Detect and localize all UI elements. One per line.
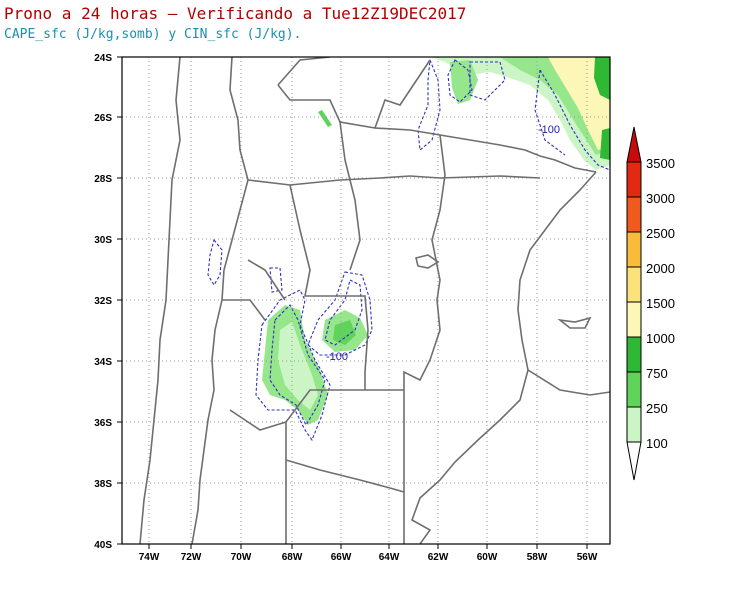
lon-tick-label: 64W [379, 552, 400, 563]
coast-river-plate [557, 316, 592, 329]
border-paraguay [374, 127, 597, 173]
coast-atlantic [411, 369, 610, 544]
colorbar-segment [626, 301, 642, 338]
lon-tick-label: 68W [282, 552, 303, 563]
colorbar-label: 2000 [646, 261, 675, 276]
latitude-labels: 24S 26S 28S 30S 32S 34S 36S 38S 40S [94, 53, 112, 551]
map-boundaries [139, 57, 610, 544]
colorbar-segment [626, 231, 642, 268]
cin-label-northeast: -100 [538, 124, 560, 136]
lon-tick-label: 70W [231, 552, 252, 563]
lake-feature [415, 254, 440, 269]
lon-tick-label: 74W [139, 552, 160, 563]
lon-tick-label: 66W [331, 552, 352, 563]
lon-tick-label: 56W [577, 552, 598, 563]
cin-contour-north-2 [447, 59, 473, 103]
colorbar-label: 1500 [646, 296, 675, 311]
border-provinces [222, 121, 541, 544]
colorbar-label: 100 [646, 436, 668, 451]
lat-tick-label: 24S [94, 53, 112, 64]
cin-contour-west-2 [269, 267, 283, 293]
lon-tick-label: 62W [428, 552, 449, 563]
map-title: Prono a 24 horas — Verificando a Tue12Z1… [4, 4, 467, 23]
cape-shading [262, 57, 610, 425]
cape-region-west-central-inner [278, 322, 318, 410]
colorbar-segment [626, 406, 642, 443]
coast-pacific [139, 57, 181, 544]
lon-tick-label: 60W [477, 552, 498, 563]
lat-tick-label: 28S [94, 174, 112, 185]
colorbar-top-triangle [626, 126, 642, 163]
colorbar-label: 750 [646, 366, 668, 381]
cin-contour-west-central [255, 289, 331, 442]
cin-contour-north-3 [469, 61, 506, 101]
colorbar-bottom-triangle [626, 441, 642, 481]
colorbar-segment [626, 336, 642, 373]
lat-tick-label: 32S [94, 296, 112, 307]
border-uruguay-river [517, 171, 597, 371]
cape-region-small-north [318, 110, 332, 127]
cape-region-central-core [333, 320, 356, 345]
colorbar-label: 1000 [646, 331, 675, 346]
lat-tick-label: 36S [94, 418, 112, 429]
cape-region-north-strip [450, 60, 478, 104]
cin-contour-central-inner [324, 279, 363, 346]
cape-region-northeast-yellow [548, 57, 610, 150]
colorbar-segment [626, 371, 642, 408]
colorbar-label: 2500 [646, 226, 675, 241]
cin-contour-west-central-inner [269, 304, 326, 427]
lon-tick-label: 72W [181, 552, 202, 563]
lat-tick-label: 34S [94, 357, 112, 368]
colorbar-segment [626, 196, 642, 233]
axis-ticks [117, 56, 588, 549]
cape-region-northeast-strong [594, 57, 610, 100]
lat-tick-label: 26S [94, 113, 112, 124]
lon-tick-label: 58W [527, 552, 548, 563]
colorbar-label: 250 [646, 401, 668, 416]
cin-contour-north-1 [417, 59, 441, 152]
colorbar: 100 250 750 1000 1500 2000 2500 3000 350… [626, 126, 675, 481]
cin-contour-west-1 [207, 238, 223, 287]
cin-contour-central [307, 271, 373, 356]
colorbar-label: 3000 [646, 191, 675, 206]
colorbar-label: 3500 [646, 156, 675, 171]
lat-tick-label: 40S [94, 540, 112, 551]
lat-tick-label: 38S [94, 479, 112, 490]
lat-tick-label: 30S [94, 235, 112, 246]
map-subtitle: CAPE_sfc (J/kg,somb) y CIN_sfc (J/kg). [4, 27, 302, 42]
colorbar-segment [626, 161, 642, 198]
longitude-labels: 74W 72W 70W 68W 66W 64W 62W 60W 58W 56W [139, 552, 598, 563]
cape-region-northeast-strong-2 [600, 128, 610, 160]
cin-label-central: -100 [326, 351, 348, 363]
colorbar-segment [626, 266, 642, 303]
